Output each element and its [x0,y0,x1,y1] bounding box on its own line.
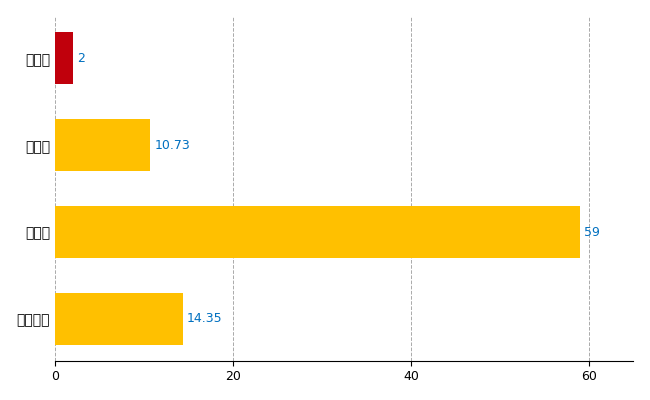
Text: 59: 59 [584,226,600,238]
Bar [55,32,73,84]
Bar [55,119,151,171]
Text: 14.35: 14.35 [187,312,223,326]
Text: 10.73: 10.73 [155,139,190,152]
Bar [55,206,580,258]
Text: 2: 2 [77,52,85,65]
Bar [55,293,183,345]
